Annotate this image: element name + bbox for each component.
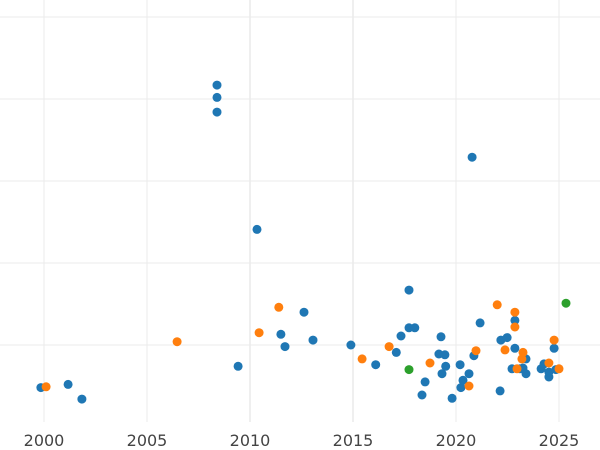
data-point[interactable] xyxy=(544,358,554,368)
data-point[interactable] xyxy=(475,318,485,328)
data-point[interactable] xyxy=(357,354,367,364)
series-orange xyxy=(41,300,564,392)
data-point[interactable] xyxy=(63,379,73,389)
data-point[interactable] xyxy=(441,361,451,371)
data-point[interactable] xyxy=(410,323,420,333)
data-point[interactable] xyxy=(212,80,222,90)
data-point[interactable] xyxy=(41,382,51,392)
data-point[interactable] xyxy=(425,358,435,368)
data-point[interactable] xyxy=(212,92,222,102)
data-point[interactable] xyxy=(440,350,450,360)
data-point[interactable] xyxy=(437,369,447,379)
data-point[interactable] xyxy=(455,360,465,370)
data-point[interactable] xyxy=(371,360,381,370)
data-point[interactable] xyxy=(467,152,477,162)
x-tick-label: 2000 xyxy=(24,431,65,450)
data-point[interactable] xyxy=(510,315,520,325)
data-point[interactable] xyxy=(512,364,522,374)
x-axis-tick-labels: 2000 2005 2010 2015 2020 2025 xyxy=(24,431,580,450)
data-point[interactable] xyxy=(77,394,87,404)
data-point[interactable] xyxy=(561,298,571,308)
data-point[interactable] xyxy=(549,343,559,353)
data-point[interactable] xyxy=(233,361,243,371)
data-point[interactable] xyxy=(510,322,520,332)
x-tick-label: 2005 xyxy=(127,431,168,450)
data-point[interactable] xyxy=(544,367,554,377)
series-green xyxy=(404,298,571,375)
data-point[interactable] xyxy=(212,107,222,117)
x-tick-label: 2015 xyxy=(333,431,374,450)
data-point[interactable] xyxy=(308,335,318,345)
data-point[interactable] xyxy=(521,369,531,379)
chart-grid xyxy=(0,0,600,422)
data-point[interactable] xyxy=(471,346,481,356)
data-point[interactable] xyxy=(464,381,474,391)
data-point[interactable] xyxy=(554,364,564,374)
data-point[interactable] xyxy=(280,342,290,352)
data-point[interactable] xyxy=(396,331,406,341)
series-blue xyxy=(36,80,561,404)
data-point[interactable] xyxy=(549,335,559,345)
x-tick-label: 2010 xyxy=(230,431,271,450)
data-point[interactable] xyxy=(502,333,512,343)
data-point[interactable] xyxy=(417,390,427,400)
data-point[interactable] xyxy=(172,337,182,347)
data-point[interactable] xyxy=(436,332,446,342)
data-point[interactable] xyxy=(510,307,520,317)
data-point[interactable] xyxy=(464,369,474,379)
data-point[interactable] xyxy=(495,386,505,396)
data-point[interactable] xyxy=(384,342,394,352)
data-point[interactable] xyxy=(517,354,527,364)
data-point[interactable] xyxy=(500,345,510,355)
data-point[interactable] xyxy=(404,365,414,375)
data-point[interactable] xyxy=(252,224,262,234)
data-point[interactable] xyxy=(492,300,502,310)
data-point[interactable] xyxy=(510,343,520,353)
data-point[interactable] xyxy=(299,307,309,317)
chart-points xyxy=(36,80,571,404)
data-point[interactable] xyxy=(447,393,457,403)
data-point[interactable] xyxy=(346,340,356,350)
data-point[interactable] xyxy=(274,302,284,312)
data-point[interactable] xyxy=(404,285,414,295)
data-point[interactable] xyxy=(391,347,401,357)
data-point[interactable] xyxy=(254,328,264,338)
data-point[interactable] xyxy=(420,377,430,387)
data-point[interactable] xyxy=(276,329,286,339)
x-tick-label: 2025 xyxy=(539,431,580,450)
x-tick-label: 2020 xyxy=(436,431,477,450)
data-point[interactable] xyxy=(458,375,468,385)
data-point[interactable] xyxy=(456,383,466,393)
